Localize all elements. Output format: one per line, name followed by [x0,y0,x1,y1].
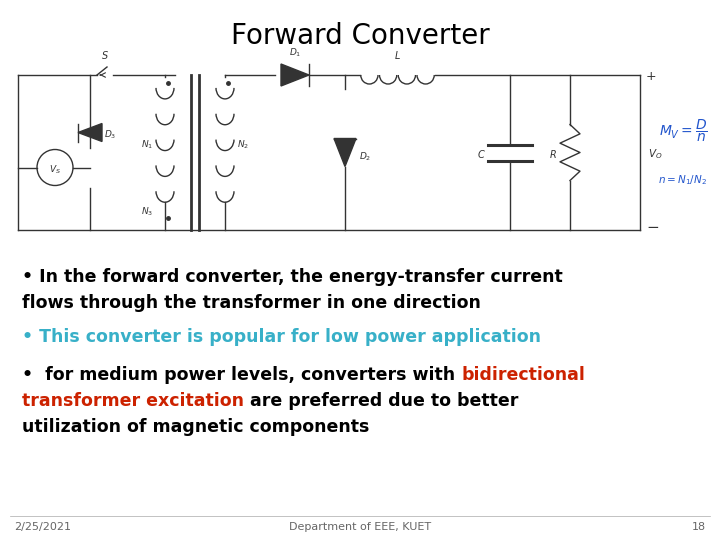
Text: R: R [549,150,556,159]
Text: $D_2$: $D_2$ [359,150,372,163]
Text: S: S [102,51,108,61]
Text: transformer excitation: transformer excitation [22,392,244,410]
Text: •  for medium power levels, converters with: • for medium power levels, converters wi… [22,366,461,384]
Text: $D_1$: $D_1$ [289,46,301,59]
Text: $V_O$: $V_O$ [648,147,662,161]
Text: $V_S$: $V_S$ [49,163,61,176]
Text: Department of EEE, KUET: Department of EEE, KUET [289,522,431,532]
Text: Forward Converter: Forward Converter [230,22,490,50]
Text: flows through the transformer in one direction: flows through the transformer in one dir… [22,294,481,312]
Text: • This converter is popular for low power application: • This converter is popular for low powe… [22,328,541,346]
Text: are preferred due to better: are preferred due to better [244,392,518,410]
Polygon shape [281,64,309,86]
Text: 2/25/2021: 2/25/2021 [14,522,71,532]
Text: $M_V = \dfrac{D}{n}$: $M_V = \dfrac{D}{n}$ [659,117,707,144]
Text: $N_2$: $N_2$ [237,138,249,151]
Text: $n = N_1/N_2$: $n = N_1/N_2$ [659,173,708,187]
Polygon shape [334,138,356,166]
Text: $N_3$: $N_3$ [141,206,153,218]
Text: C: C [477,150,484,159]
Text: L: L [395,51,400,61]
Text: • In the forward converter, the energy-transfer current: • In the forward converter, the energy-t… [22,268,563,286]
Text: $N_1$: $N_1$ [141,138,153,151]
Text: 18: 18 [692,522,706,532]
Text: −: − [646,220,659,235]
Text: utilization of magnetic components: utilization of magnetic components [22,418,369,436]
Polygon shape [78,124,102,141]
Text: $D_3$: $D_3$ [104,128,117,141]
Text: bidirectional: bidirectional [461,366,585,384]
Text: +: + [646,71,657,84]
